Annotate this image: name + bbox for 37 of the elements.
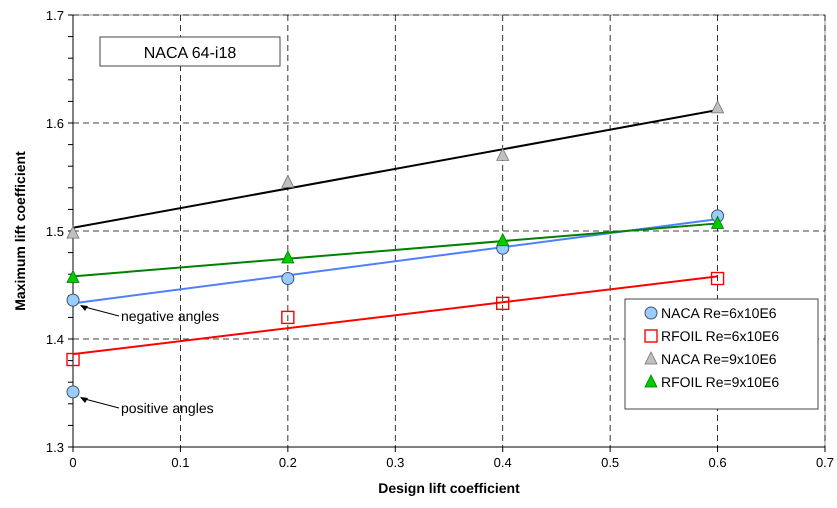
point	[66, 226, 80, 239]
x-tick-label: 0.7	[816, 455, 834, 470]
legend-label: RFOIL Re=9x10E6	[661, 374, 780, 390]
annotation: NACA 64-i18	[144, 45, 236, 62]
x-tick-label: 0.5	[601, 455, 620, 470]
point	[281, 272, 294, 286]
point	[66, 270, 80, 283]
point	[66, 385, 80, 398]
legend-label: RFOIL Re=6x10E6	[661, 328, 780, 344]
x-axis-title: Design lift coefficient	[378, 480, 520, 496]
point	[281, 310, 295, 324]
annotation: positive angles	[121, 400, 214, 416]
point	[496, 296, 510, 310]
y-axis-title: Maximum lift coefficient	[12, 150, 28, 311]
y-tick-label: 1.6	[46, 116, 64, 131]
y-tick-label: 1.5	[46, 224, 64, 239]
legend-label: NACA Re=9x10E6	[661, 351, 777, 367]
annotation: negative angles	[121, 308, 220, 324]
point	[496, 148, 510, 161]
x-tick-label: 0.6	[708, 455, 727, 470]
x-tick-label: 0.4	[494, 455, 512, 470]
y-tick-label: 1.4	[46, 332, 64, 347]
legend-label: NACA Re=6x10E6	[661, 305, 777, 321]
point	[66, 294, 80, 307]
x-tick-label: 0.1	[171, 455, 190, 470]
x-tick-label: 0.3	[386, 455, 404, 470]
point	[711, 216, 724, 229]
point	[281, 175, 294, 188]
x-tick-label: 0	[69, 455, 77, 470]
y-tick-label: 1.3	[46, 440, 64, 455]
point	[66, 352, 80, 366]
y-tick-label: 1.7	[46, 8, 64, 23]
point	[281, 250, 294, 264]
point	[711, 100, 724, 114]
point	[710, 272, 724, 286]
point	[496, 233, 510, 246]
x-tick-label: 0.2	[278, 455, 297, 470]
